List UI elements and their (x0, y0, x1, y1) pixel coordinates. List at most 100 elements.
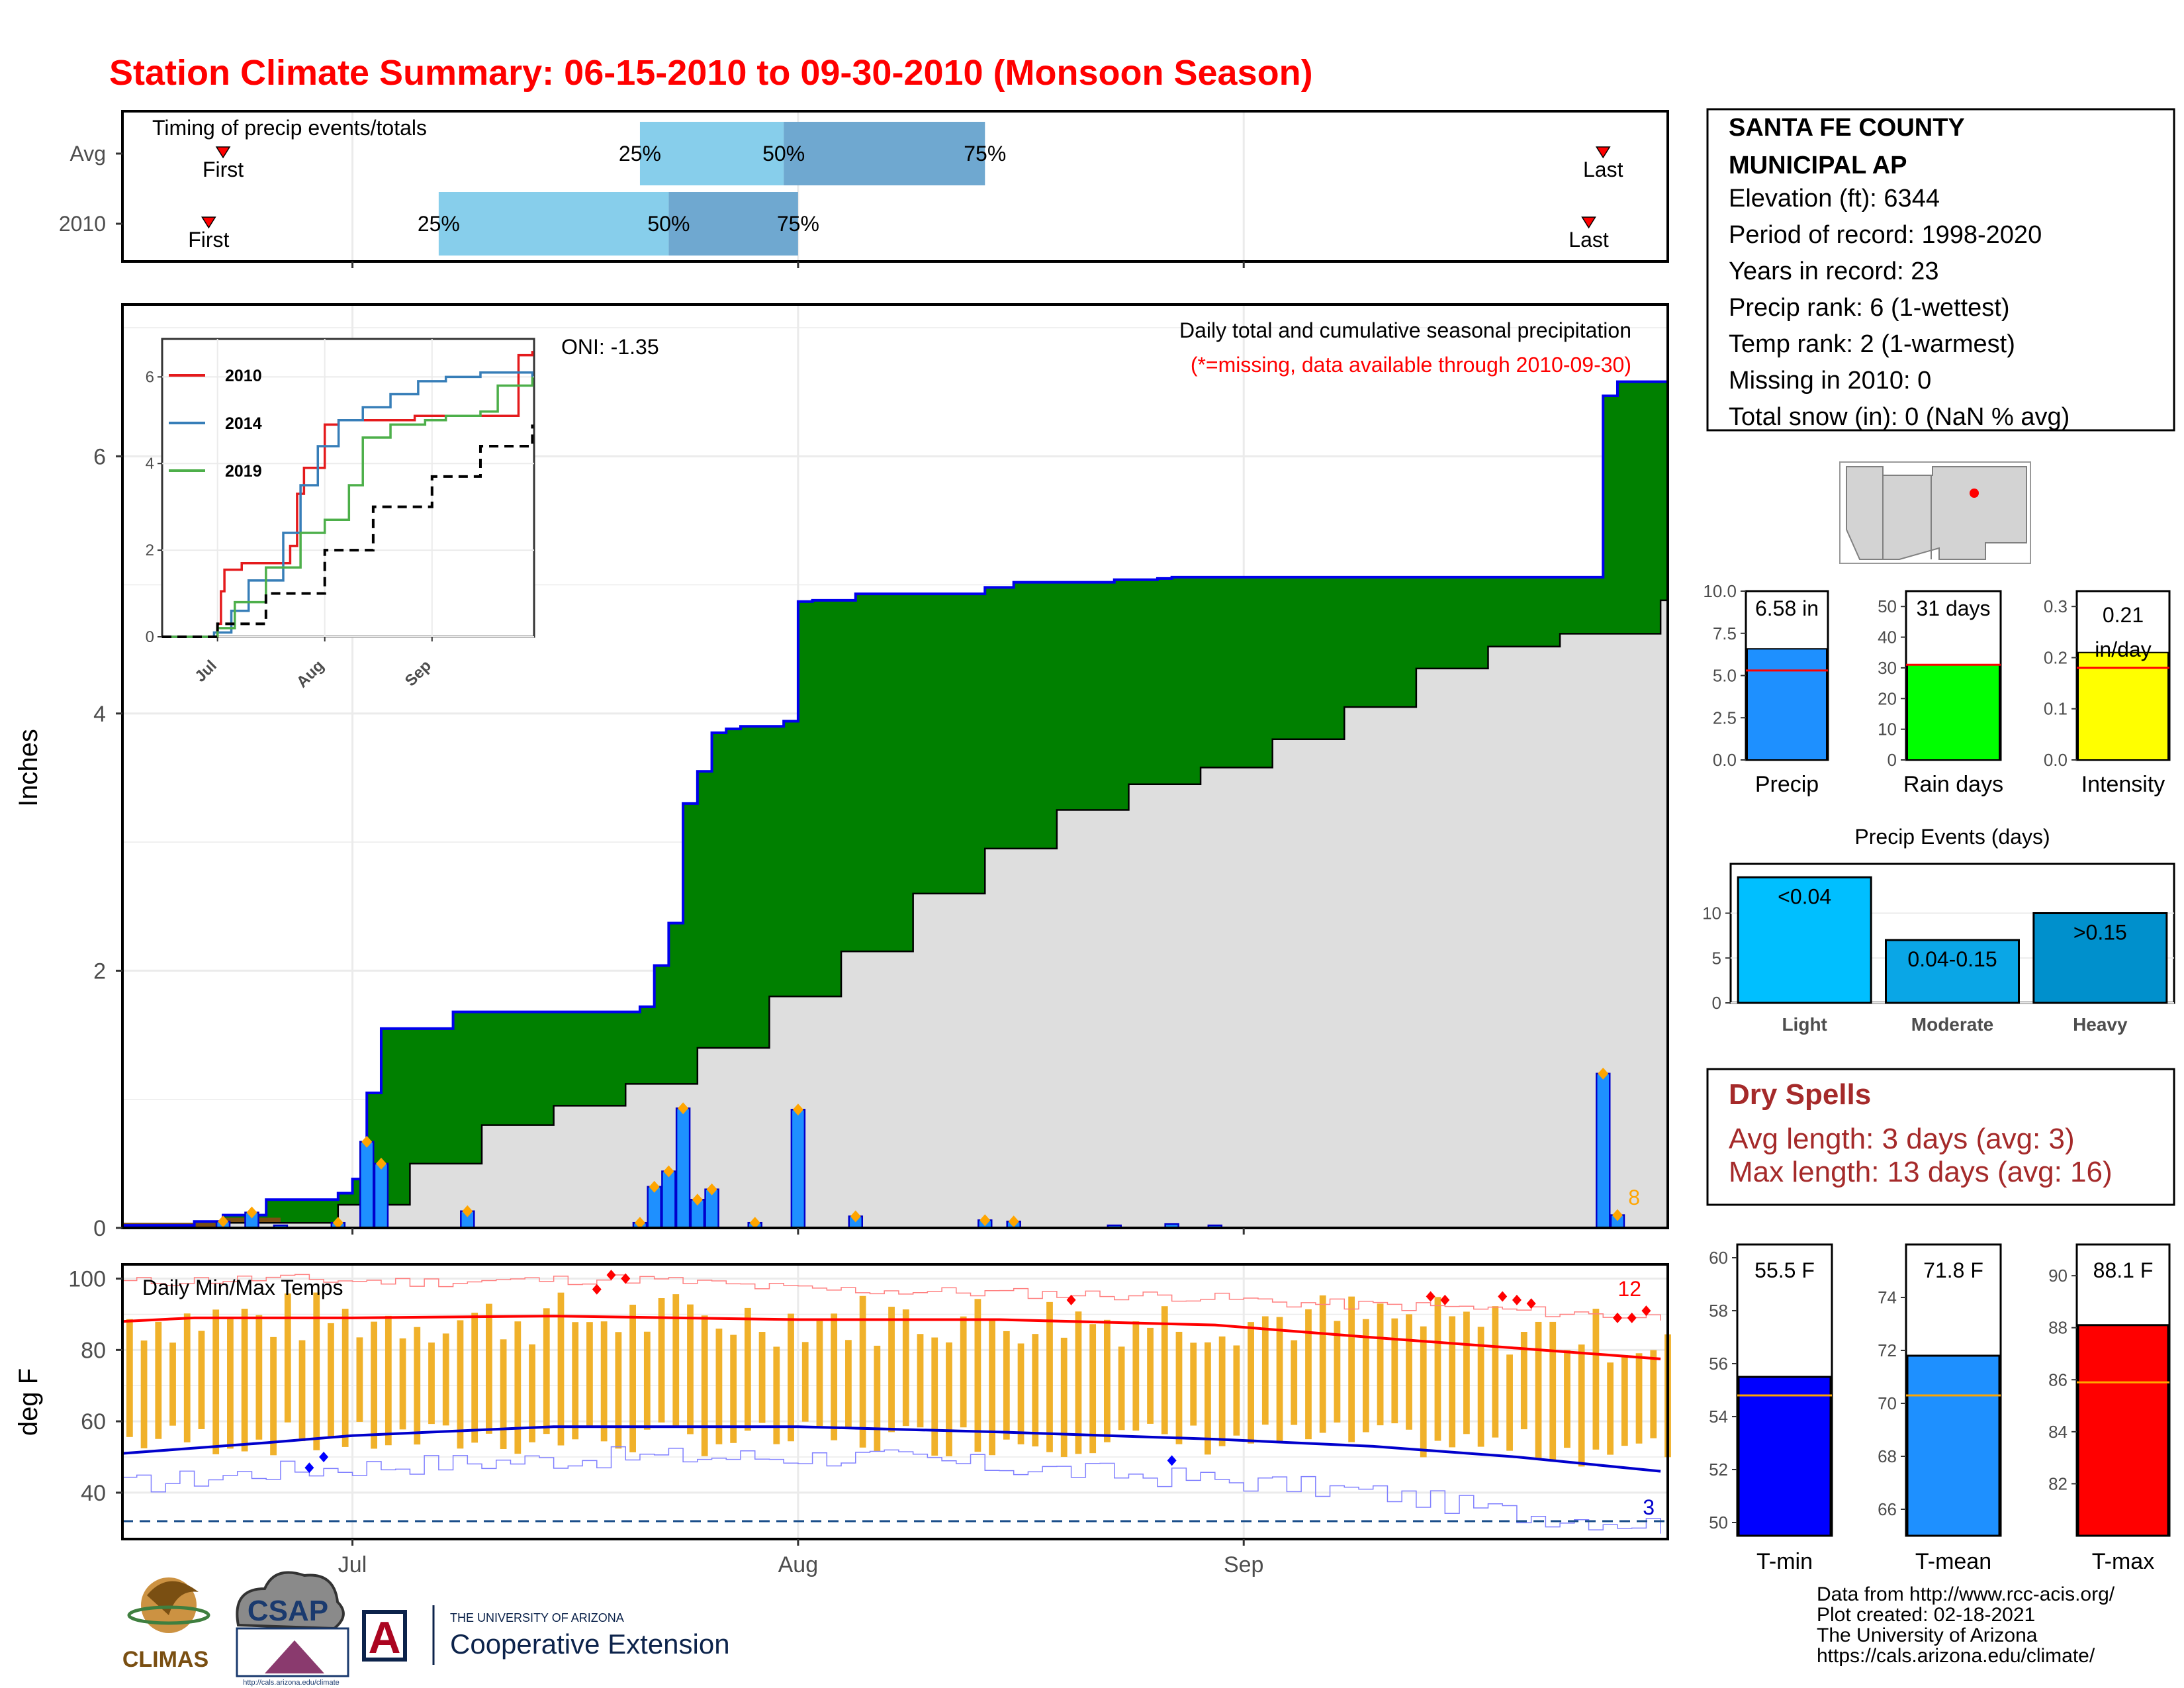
temp-summary-ytick-label: 74 (1878, 1288, 1897, 1307)
timing-last-label: Last (1569, 228, 1609, 252)
daily-temp-bar (1362, 1319, 1369, 1432)
daily-temp-bar (1218, 1336, 1226, 1446)
temp-chart: 40 60 80 100 Jul Aug Sep Daily Min/Max Temps 1… (14, 1263, 1671, 1577)
events-bar-heavy (2032, 912, 2168, 1004)
station-temp-rank: Temp rank: 2 (1-warmest) (1729, 330, 2015, 358)
events-category-label: Moderate (1911, 1014, 1993, 1035)
record-high-marker (592, 1284, 602, 1295)
daily-temp-bar (557, 1292, 565, 1446)
summary-bar-ytick-label: 40 (1878, 628, 1897, 647)
dry-spells-title: Dry Spells (1729, 1078, 1871, 1111)
temp-summary-ytick-label: 60 (1709, 1248, 1728, 1268)
daily-temp-bar (399, 1338, 406, 1430)
timing-q75-label: 75% (964, 142, 1006, 165)
daily-temp-bar (917, 1334, 924, 1428)
location-map (1839, 461, 2031, 564)
daily-temp-bar (212, 1309, 220, 1454)
daily-temp-bar (169, 1342, 176, 1426)
temp-summary-name: T-max (2092, 1549, 2154, 1574)
events-category-label: Light (1782, 1014, 1827, 1035)
daily-temp-bar (874, 1345, 881, 1452)
station-missing: Missing in 2010: 0 (1729, 367, 1931, 395)
daily-temp-bar (284, 1293, 291, 1423)
daily-temp-bar (1535, 1321, 1542, 1460)
daily-temp-bar (255, 1315, 263, 1440)
temp-plot-frame (121, 1263, 1669, 1540)
daily-temp-bar (1261, 1316, 1269, 1425)
daily-temp-bar (1233, 1345, 1240, 1436)
daily-temp-bar (1650, 1350, 1657, 1438)
temp-title: Daily Min/Max Temps (142, 1276, 343, 1299)
record-high-marker (1641, 1305, 1651, 1317)
inset-ytick-label: 0 (146, 628, 154, 646)
temp-summary-ytick-label: 84 (2048, 1422, 2068, 1442)
logo-ua: A THE UNIVERSITY OF ARIZONA Cooperative … (362, 1605, 730, 1665)
temp-ylabel: deg F (14, 1368, 43, 1436)
daily-temp-bar (1334, 1321, 1341, 1423)
daily-temp-bar (859, 1295, 866, 1448)
station-elevation: Elevation (ft): 6344 (1729, 185, 1940, 212)
temp-summary-value-label: 55.5 F (1754, 1258, 1815, 1282)
temp-ytick-label: 40 (81, 1481, 106, 1506)
daily-precip-bar (790, 1109, 806, 1229)
daily-temp-bar (672, 1294, 680, 1427)
summary-bar-ytick-label: 0.0 (1713, 750, 1737, 770)
daily-precip-bar (647, 1186, 662, 1229)
record-high-marker (1512, 1294, 1522, 1305)
events-bar-value-label: >0.15 (2073, 921, 2127, 945)
temp-summary-name: T-min (1756, 1549, 1813, 1574)
station-location-marker (1970, 489, 1979, 498)
daily-precip-marker (462, 1205, 473, 1217)
daily-precip-marker (850, 1210, 861, 1223)
summary-bar-rain-days (1907, 664, 2000, 761)
daily-temp-bar (845, 1340, 852, 1429)
daily-precip-marker (749, 1217, 760, 1229)
daily-precip-marker (375, 1157, 387, 1170)
daily-temp-bar (529, 1344, 535, 1442)
daily-temp-bar (385, 1315, 392, 1446)
daily-temp-bar (615, 1332, 622, 1449)
inset-ytick-label: 6 (146, 368, 154, 386)
record-high-marker (1066, 1294, 1076, 1305)
daily-temp-bar (1003, 1331, 1010, 1440)
daily-precip-bar (661, 1170, 676, 1229)
daily-temp-bar (931, 1337, 938, 1456)
daily-temp-bar (1017, 1343, 1024, 1444)
timing-q75-label: 75% (777, 212, 819, 236)
summary-bar-ytick-label: 50 (1878, 596, 1897, 616)
summary-bars: 0.0 2.5 5.0 7.5 10.0 6.58 in Precip 0 10 20 30 40 50… (1703, 581, 2171, 797)
timing-q50-label: 50% (762, 142, 805, 165)
inset-line-average (162, 424, 534, 638)
daily-temp-bar (788, 1313, 794, 1442)
daily-temp-bar (1103, 1319, 1111, 1442)
footer-line-2: Plot created: 02-18-2021 (1817, 1604, 2035, 1626)
daily-temp-bar (586, 1322, 593, 1427)
daily-temp-bar (1175, 1331, 1183, 1444)
missing-count: 8 (1628, 1186, 1640, 1209)
temp-summary-ytick-label: 54 (1709, 1407, 1728, 1427)
temp-summary-value-label: 88.1 F (2093, 1258, 2154, 1282)
temp-summary-ytick-label: 56 (1709, 1354, 1728, 1374)
daily-precip-bar (359, 1141, 375, 1229)
temp-summary-ytick-label: 52 (1709, 1460, 1728, 1479)
daily-temp-bar (1463, 1311, 1470, 1434)
timing-first-label: First (188, 228, 229, 252)
daily-temp-bar (687, 1304, 694, 1434)
timing-last-marker (1595, 146, 1611, 159)
daily-temp-bar (715, 1329, 723, 1444)
temp-summary-ytick-label: 66 (1878, 1499, 1897, 1519)
precip-events-title: Precip Events (days) (1854, 825, 2050, 849)
daily-temp-bar (1075, 1311, 1082, 1454)
daily-precip-marker (246, 1206, 257, 1219)
daily-temp-bar (543, 1308, 550, 1434)
daily-temp-bar (629, 1304, 636, 1452)
daily-temp-bar (572, 1322, 579, 1440)
ua-line-1: THE UNIVERSITY OF ARIZONA (450, 1611, 624, 1624)
daily-temp-bar (831, 1313, 838, 1440)
daily-precip-bar (373, 1162, 389, 1229)
precip-chart: 0 2 4 6 Inches Daily total and cumulative s… (14, 303, 1669, 1241)
events-bar-light (1737, 876, 1872, 1004)
daily-temp-bar (1089, 1324, 1097, 1454)
dry-spells-frame (1706, 1068, 2175, 1206)
temp-summary-ytick-label: 86 (2048, 1370, 2068, 1389)
